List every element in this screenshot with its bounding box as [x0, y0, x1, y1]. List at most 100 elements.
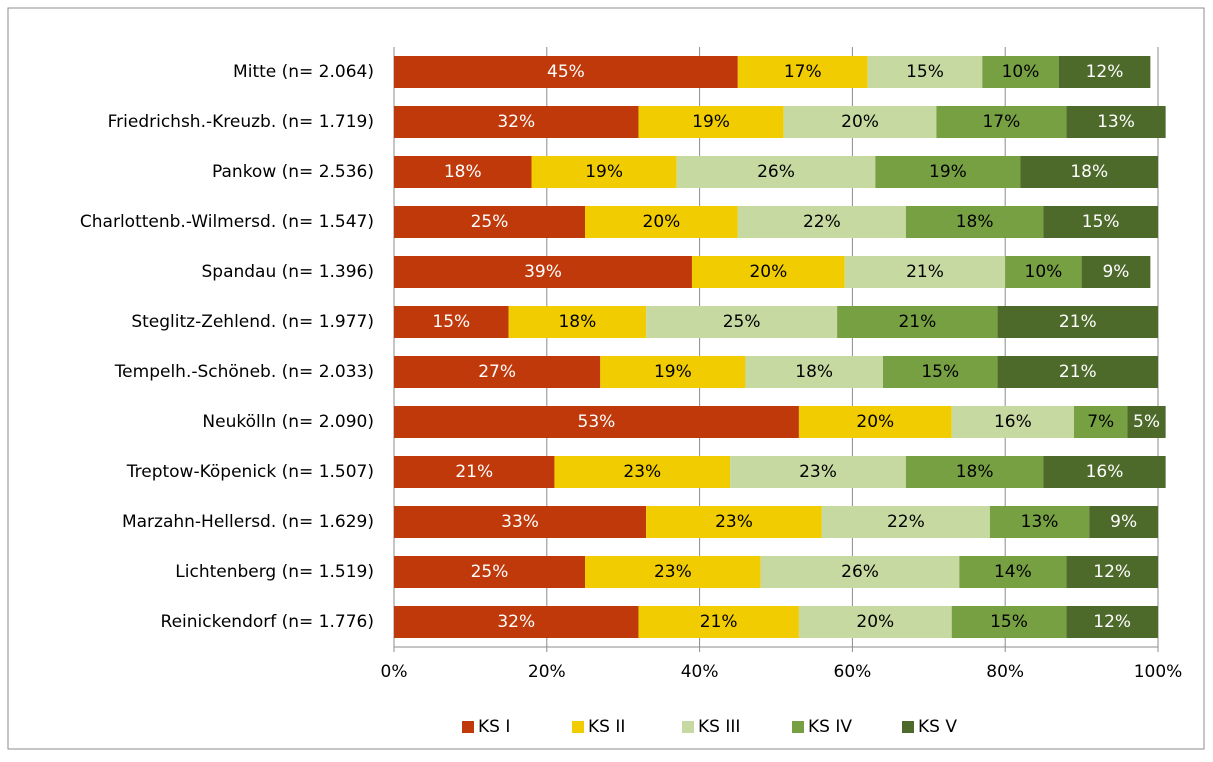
- value-label: 21%: [1059, 362, 1097, 382]
- bar-segment: [730, 456, 906, 488]
- value-label: 10%: [1002, 62, 1040, 82]
- bar-segment: [1020, 156, 1158, 188]
- bar-segment: [394, 56, 738, 88]
- bar-segment: [1073, 406, 1128, 438]
- value-label: 45%: [547, 62, 585, 82]
- bar-segment: [982, 56, 1059, 88]
- value-label: 23%: [654, 562, 692, 582]
- bar-segment: [394, 356, 601, 388]
- value-label: 15%: [921, 362, 959, 382]
- value-label: 18%: [558, 312, 596, 332]
- bar-segment: [638, 106, 784, 138]
- y-tick-label: Charlottenb.-Wilmersd. (n= 1.547): [80, 212, 374, 232]
- value-label: 19%: [929, 162, 967, 182]
- value-label: 18%: [795, 362, 833, 382]
- bar-segment: [394, 506, 647, 538]
- y-tick-label: Reinickendorf (n= 1.776): [161, 612, 374, 632]
- bar-segment: [1066, 106, 1166, 138]
- bar-segment: [394, 556, 585, 588]
- value-label: 17%: [784, 62, 822, 82]
- value-label: 9%: [1102, 262, 1129, 282]
- y-tick-label: Spandau (n= 1.396): [201, 262, 374, 282]
- bar-segment: [394, 156, 532, 188]
- bar-segment: [394, 256, 692, 288]
- bar-segment: [867, 56, 983, 88]
- legend-label: KS III: [698, 717, 740, 737]
- value-label: 15%: [1082, 212, 1120, 232]
- legend-label: KS IV: [808, 717, 852, 737]
- bar-segment: [1066, 556, 1158, 588]
- value-label: 21%: [898, 312, 936, 332]
- value-label: 32%: [497, 612, 535, 632]
- bar-segment: [691, 256, 845, 288]
- bar-segment: [1066, 606, 1158, 638]
- value-label: 27%: [478, 362, 516, 382]
- bar-segment: [837, 306, 998, 338]
- value-label: 18%: [956, 212, 994, 232]
- bar-segment: [1081, 256, 1151, 288]
- bar-segment: [821, 506, 990, 538]
- bar-segment: [798, 406, 952, 438]
- bar-segment: [905, 456, 1044, 488]
- value-label: 39%: [524, 262, 562, 282]
- legend-label: KS I: [478, 717, 510, 737]
- value-label: 23%: [623, 462, 661, 482]
- legend-label: KS II: [588, 717, 625, 737]
- value-label: 53%: [578, 412, 616, 432]
- bar-segment: [585, 206, 738, 238]
- value-label: 32%: [497, 112, 535, 132]
- bar-segment: [951, 606, 1067, 638]
- value-label: 26%: [757, 162, 795, 182]
- value-label: 20%: [856, 612, 894, 632]
- y-tick-label: Mitte (n= 2.064): [233, 62, 374, 82]
- value-label: 5%: [1133, 412, 1160, 432]
- bar-segment: [1127, 406, 1166, 438]
- bar-segment: [531, 156, 677, 188]
- bar-segment: [737, 206, 906, 238]
- value-label: 16%: [994, 412, 1032, 432]
- x-tick-label: 0%: [381, 662, 408, 682]
- bar-segment: [394, 306, 509, 338]
- bar-segment: [600, 356, 746, 388]
- bar-segment: [394, 606, 639, 638]
- value-label: 19%: [585, 162, 623, 182]
- y-tick-label: Marzahn-Hellersd. (n= 1.629): [122, 512, 374, 532]
- bar-segment: [394, 406, 799, 438]
- bar-segment: [959, 556, 1067, 588]
- bar-segment: [737, 56, 868, 88]
- y-tick-label: Treptow-Köpenick (n= 1.507): [126, 462, 374, 482]
- bar-segment: [951, 406, 1074, 438]
- bar-segment: [760, 556, 960, 588]
- bar-segment: [745, 356, 883, 388]
- value-label: 20%: [643, 212, 681, 232]
- bar-segment: [554, 456, 731, 488]
- value-label: 10%: [1025, 262, 1063, 282]
- value-label: 25%: [723, 312, 761, 332]
- value-label: 12%: [1093, 612, 1131, 632]
- x-tick-label: 60%: [834, 662, 872, 682]
- value-label: 22%: [887, 512, 925, 532]
- bar-segment: [638, 606, 799, 638]
- bar-segment: [936, 106, 1067, 138]
- legend-swatch: [572, 721, 584, 733]
- value-label: 7%: [1087, 412, 1114, 432]
- value-label: 12%: [1093, 562, 1131, 582]
- bar-segment: [882, 356, 998, 388]
- y-tick-label: Neukölln (n= 2.090): [202, 412, 374, 432]
- value-label: 15%: [906, 62, 944, 82]
- legend-swatch: [902, 721, 914, 733]
- bar-segment: [875, 156, 1021, 188]
- bar-segment: [1005, 256, 1082, 288]
- y-tick-label: Tempelh.-Schöneb. (n= 2.033): [114, 362, 374, 382]
- bar-segment: [646, 506, 822, 538]
- x-tick-label: 20%: [528, 662, 566, 682]
- legend-swatch: [682, 721, 694, 733]
- value-label: 9%: [1110, 512, 1137, 532]
- value-label: 20%: [856, 412, 894, 432]
- bar-segment: [989, 506, 1090, 538]
- y-tick-label: Lichtenberg (n= 1.519): [175, 562, 374, 582]
- x-tick-label: 40%: [681, 662, 719, 682]
- bar-segment: [905, 206, 1044, 238]
- bar-segment: [798, 606, 952, 638]
